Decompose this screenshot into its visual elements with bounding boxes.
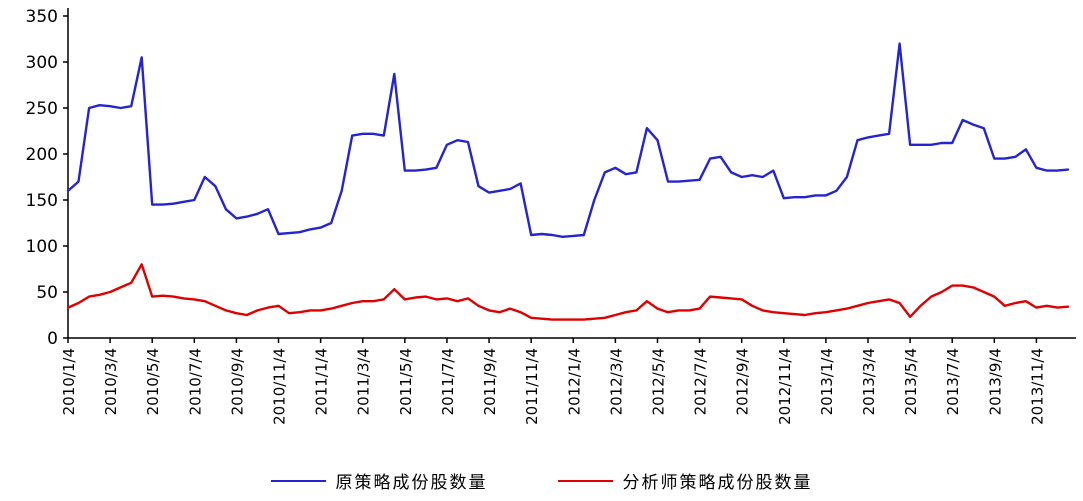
y-axis-label: 350 [26, 7, 58, 27]
x-axis-label: 2013/5/4 [902, 348, 920, 415]
x-axis-label: 2011/7/4 [439, 348, 457, 415]
x-axis-label: 2012/9/4 [734, 348, 752, 415]
x-axis-label: 2013/3/4 [860, 348, 878, 415]
x-axis-label: 2013/9/4 [986, 348, 1004, 415]
y-axis-label: 250 [26, 99, 58, 119]
legend-line-blue-icon [270, 479, 326, 482]
x-axis-label: 2011/3/4 [355, 348, 373, 415]
y-axis-label: 100 [26, 237, 58, 257]
x-axis-label: 2010/9/4 [228, 348, 246, 415]
series-line-original-strategy [66, 42, 1070, 239]
y-axis-label: 150 [26, 191, 58, 211]
legend-item-analyst-strategy: 分析师策略成份股数量 [557, 468, 813, 493]
x-axis-label: 2012/1/4 [565, 348, 583, 415]
x-axis-label: 2011/11/4 [523, 348, 541, 425]
legend-line-red-icon [557, 479, 613, 482]
y-axis-label: 0 [47, 329, 58, 349]
x-axis-label: 2012/5/4 [649, 348, 667, 415]
x-axis-label: 2012/11/4 [776, 348, 794, 425]
plot-area: 0 50 100 150 200 250 300 350 2010/1/4 2010/3/4 201… [26, 7, 1076, 425]
x-axis-label: 2013/11/4 [1028, 348, 1046, 425]
x-axis-label: 2011/1/4 [313, 348, 331, 415]
y-axis-label: 50 [36, 283, 58, 303]
legend-label-analyst-strategy: 分析师策略成份股数量 [622, 473, 813, 493]
x-axis-label: 2010/5/4 [144, 348, 162, 415]
legend-label-original-strategy: 原策略成份股数量 [335, 473, 488, 493]
x-axis-label: 2012/7/4 [692, 348, 710, 415]
legend-item-original-strategy: 原策略成份股数量 [270, 468, 488, 493]
series-line-analyst-strategy [66, 263, 1070, 321]
x-axis-label: 2010/7/4 [186, 348, 204, 415]
x-axis-label: 2013/7/4 [944, 348, 962, 415]
legend: 原策略成份股数量 分析师策略成份股数量 [0, 468, 1083, 493]
x-axis-label: 2011/9/4 [481, 348, 499, 415]
x-axis-label: 2010/3/4 [102, 348, 120, 415]
y-axis-label: 200 [26, 145, 58, 165]
x-axis-label: 2010/1/4 [60, 348, 78, 415]
x-axis-label: 2012/3/4 [607, 348, 625, 415]
x-axis-label: 2013/1/4 [818, 348, 836, 415]
x-axis-label: 2011/5/4 [397, 348, 415, 415]
y-axis-label: 300 [26, 53, 58, 73]
x-axis-label: 2010/11/4 [271, 348, 289, 425]
